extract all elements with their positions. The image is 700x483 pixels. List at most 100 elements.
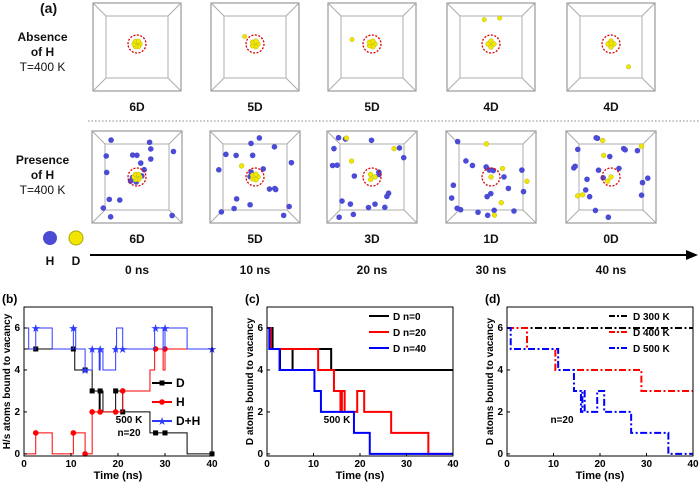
free-d-atom bbox=[601, 152, 607, 159]
free-d-atom bbox=[483, 141, 490, 147]
legend-label: D n=20 bbox=[393, 328, 427, 339]
row1-title-line1: Absence bbox=[17, 30, 68, 44]
vacancy-ring bbox=[127, 167, 147, 187]
box-edge bbox=[641, 77, 656, 92]
h-atom bbox=[376, 171, 382, 178]
h-atom bbox=[450, 182, 457, 189]
annotation: n=20 bbox=[550, 415, 574, 426]
row2-count: 3D bbox=[364, 232, 380, 246]
y-tick-label: 0 bbox=[257, 449, 263, 460]
free-d-atom bbox=[242, 34, 248, 39]
h-atom bbox=[600, 175, 606, 181]
x-tick-label: 10 bbox=[65, 459, 77, 470]
box-edge bbox=[92, 2, 107, 17]
y-tick-label: 6 bbox=[497, 323, 503, 334]
time-label: 20 ns bbox=[356, 263, 388, 277]
h-atom bbox=[103, 169, 110, 176]
h-atom bbox=[347, 201, 354, 207]
time-label: 40 ns bbox=[595, 263, 627, 277]
box-edge bbox=[286, 209, 301, 224]
h-atom bbox=[335, 134, 342, 141]
box-edge bbox=[445, 209, 460, 224]
legend-marker bbox=[159, 399, 165, 405]
marker-star: ★ bbox=[95, 344, 105, 356]
box-edge bbox=[167, 77, 182, 92]
x-tick-label: 0 bbox=[21, 459, 27, 470]
h-atom bbox=[634, 147, 641, 154]
panel-label: (c) bbox=[245, 292, 260, 306]
h-atom bbox=[584, 176, 590, 183]
panel-a-label: (a) bbox=[40, 0, 58, 16]
free-d-atom bbox=[580, 192, 586, 198]
h-atom bbox=[233, 196, 240, 202]
free-d-atom bbox=[575, 193, 581, 199]
marker-star: ★ bbox=[68, 323, 78, 335]
box-inner bbox=[105, 15, 169, 79]
d-atom bbox=[608, 174, 614, 180]
free-d-atom bbox=[608, 40, 614, 46]
box-inner bbox=[459, 15, 523, 79]
h-atom bbox=[100, 205, 107, 211]
h-atom bbox=[463, 158, 469, 164]
d-atom bbox=[367, 176, 374, 183]
h-atom bbox=[616, 165, 622, 172]
marker-square bbox=[97, 388, 103, 394]
chart-d: (d) D 300 K D 400 K D 500 K 0 10 20 30 40 0 2 4 6 Tim… bbox=[485, 292, 699, 482]
vacancy-ring bbox=[245, 167, 265, 187]
h-atom bbox=[350, 211, 357, 218]
chart-c: (c) D n=0 D n=20 D n=40 0 10 20 30 40 0 2 4 6 Time (n… bbox=[245, 292, 459, 482]
row2-title-line2: of H bbox=[30, 168, 55, 182]
row2-title-line1: Presence bbox=[15, 153, 70, 167]
simulation-snapshots bbox=[43, 2, 700, 260]
vacancy-ring bbox=[601, 167, 621, 187]
free-d-atom bbox=[626, 64, 631, 70]
h-atom bbox=[491, 207, 497, 214]
box-edge bbox=[521, 77, 536, 92]
row1-count: 4D bbox=[603, 100, 619, 114]
box-edge bbox=[91, 130, 106, 145]
h-atom bbox=[256, 135, 263, 141]
legend-d-icon bbox=[68, 230, 84, 246]
free-d-atom bbox=[348, 158, 355, 164]
vacancy-ring bbox=[245, 34, 265, 54]
h-atom bbox=[382, 204, 388, 211]
x-tick-label: 20 bbox=[354, 459, 366, 470]
free-d-atom bbox=[498, 200, 504, 206]
h-atom bbox=[519, 167, 525, 173]
box-inner bbox=[223, 15, 287, 79]
h-atom bbox=[592, 207, 599, 214]
h-atom bbox=[365, 204, 372, 211]
box-edge bbox=[92, 77, 107, 92]
h-atom bbox=[448, 195, 455, 201]
snapshot-presence-0 bbox=[91, 130, 183, 224]
h-atom bbox=[129, 152, 136, 158]
h-atom bbox=[331, 145, 337, 152]
marker-star: ★ bbox=[118, 344, 128, 356]
y-tick-label: 2 bbox=[257, 407, 263, 418]
legend-label: D+H bbox=[176, 414, 200, 428]
h-atom bbox=[385, 190, 392, 197]
d-atom bbox=[488, 174, 494, 180]
h-atom bbox=[639, 179, 646, 186]
h-atom bbox=[103, 153, 110, 159]
h-atom bbox=[134, 152, 140, 159]
box-edge bbox=[522, 130, 537, 145]
legend-label: D n=40 bbox=[393, 344, 427, 355]
y-axis-label: D atoms bound to vacancy bbox=[485, 317, 496, 445]
box-edge bbox=[167, 2, 182, 17]
series-line-D-H bbox=[24, 327, 212, 371]
vacancy-ring bbox=[127, 34, 147, 54]
h-atom bbox=[286, 203, 292, 210]
h-atom bbox=[249, 152, 256, 159]
h-atom bbox=[108, 137, 114, 143]
free-d-atom bbox=[491, 212, 498, 218]
free-d-atom bbox=[391, 146, 397, 152]
h-atom bbox=[170, 148, 177, 155]
series-line-D-n-40 bbox=[267, 326, 453, 455]
box-edge bbox=[286, 130, 301, 145]
box-edge bbox=[566, 2, 581, 17]
box-inner bbox=[458, 143, 524, 211]
box-outer bbox=[326, 130, 418, 224]
h-atom bbox=[147, 156, 154, 162]
legend-label: D bbox=[176, 376, 185, 390]
